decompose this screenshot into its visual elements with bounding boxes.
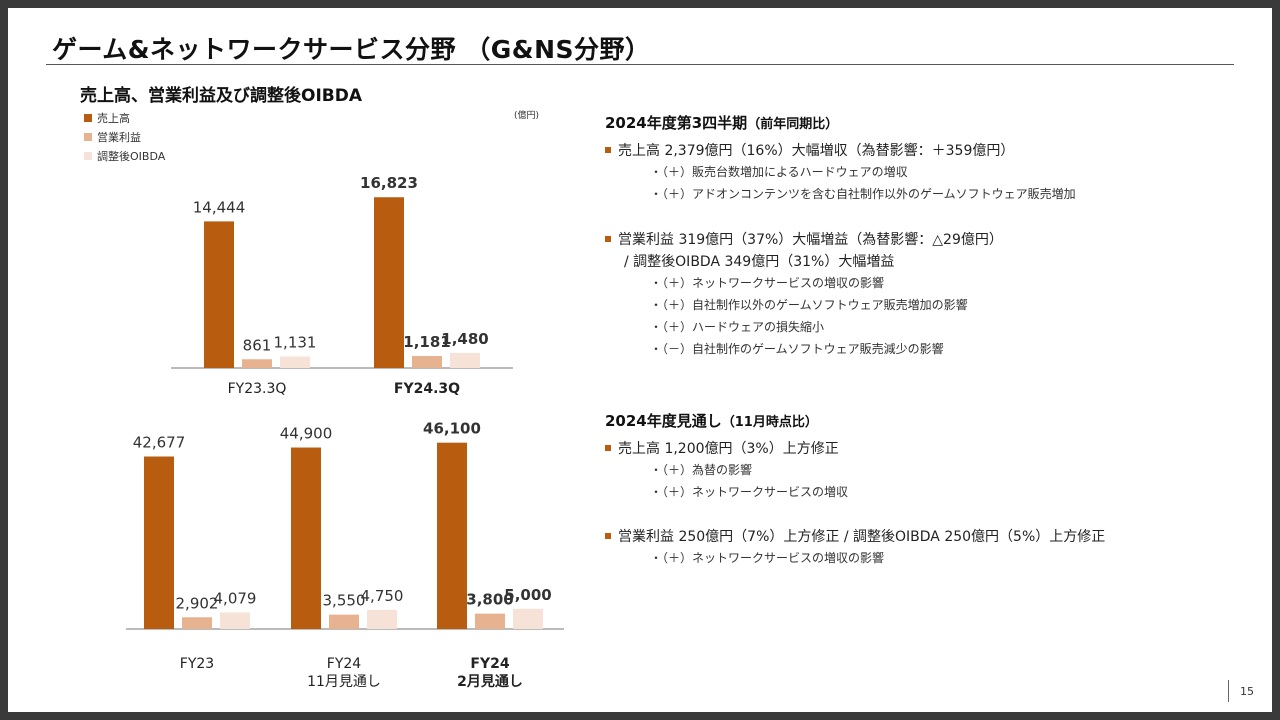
legend-item-oibda: 調整後OIBDA [84, 148, 165, 164]
q3-op-text: 営業利益 319億円（37%）大幅増益（為替影響：△29億円） [618, 232, 1003, 248]
bar-operating-income [329, 614, 359, 629]
q3-op-line: 営業利益 319億円（37%）大幅増益（為替影響：△29億円） [605, 229, 1003, 249]
page-number-divider [1228, 680, 1229, 702]
bar-value-label: 14,444 [193, 198, 246, 216]
bar-oibda [220, 612, 250, 629]
forecast-sales-sub-1: ・（＋）為替の影響 [650, 463, 753, 477]
q3-oibda-line: / 調整後OIBDA 349億円（31%）大幅増益 [624, 254, 895, 270]
category-label: 2月見通し [457, 674, 523, 690]
q3-sales-line: 売上高 2,379億円（16%）大幅増収（為替影響：＋359億円） [605, 140, 1014, 160]
page-title: ゲーム&ネットワークサービス分野 （G&NS分野） [52, 35, 651, 64]
forecast-heading-text: 2024年度見通し [605, 412, 722, 430]
bar-value-label: 1,181 [403, 333, 450, 351]
page-number: 15 [1240, 685, 1254, 698]
slide: ゲーム&ネットワークサービス分野 （G&NS分野） 売上高、営業利益及び調整後O… [8, 8, 1272, 712]
forecast-op-text: 営業利益 250億円（7%）上方修正 / 調整後OIBDA 250億円（5%）上… [618, 529, 1106, 545]
bar-operating-income [242, 359, 272, 368]
forecast-sales-sub-2: ・（＋）ネットワークサービスの増収 [650, 485, 849, 499]
category-label: FY24 [470, 656, 509, 672]
category-label: FY23.3Q [228, 381, 287, 397]
legend-item-operating-income: 営業利益 [84, 129, 141, 145]
q3-heading-text: 2024年度第3四半期 [605, 114, 748, 132]
q3-op-sub-4: ・（－）自社制作のゲームソフトウェア販売減少の影響 [650, 342, 944, 356]
q3-sales-sub-1: ・（＋）販売台数増加によるハードウェアの増収 [650, 165, 908, 179]
bar-operating-income [182, 617, 212, 629]
bar-value-label: 3,550 [323, 592, 366, 610]
bar-value-label: 44,900 [280, 425, 333, 443]
q3-heading: 2024年度第3四半期（前年同期比） [605, 112, 838, 133]
bar-sales [204, 221, 234, 368]
legend-swatch-operating-income [84, 133, 92, 141]
bar-value-label: 16,823 [360, 174, 418, 192]
forecast-op-line: 営業利益 250億円（7%）上方修正 / 調整後OIBDA 250億円（5%）上… [605, 526, 1105, 546]
bar-operating-income [412, 356, 442, 368]
bar-value-label: 3,800 [466, 591, 513, 609]
bar-oibda [513, 608, 543, 629]
forecast-heading-note: （11月時点比） [721, 415, 818, 430]
category-label: FY24 [327, 656, 362, 672]
bar-value-label: 861 [243, 336, 272, 354]
bar-value-label: 2,902 [176, 594, 219, 612]
bullet-square-icon [605, 147, 611, 153]
bar-oibda [450, 352, 480, 368]
q3-sales-sub-2: ・（＋）アドオンコンテンツを含む自社制作以外のゲームソフトウェア販売増加 [650, 187, 1076, 201]
legend-swatch-sales [84, 114, 92, 122]
bar-operating-income [475, 613, 505, 629]
forecast-op-sub-1: ・（＋）ネットワークサービスの増収の影響 [650, 551, 885, 565]
legend-label-sales: 売上高 [97, 112, 130, 125]
bar-value-label: 4,079 [214, 590, 257, 608]
bar-value-label: 4,750 [361, 587, 404, 605]
legend-item-sales: 売上高 [84, 110, 130, 126]
legend-swatch-oibda [84, 152, 92, 160]
bar-value-label: 1,131 [274, 334, 317, 352]
bar-sales [374, 197, 404, 368]
bar-sales [437, 442, 467, 629]
bar-sales [291, 447, 321, 629]
q3-heading-note: （前年同期比） [747, 117, 839, 132]
category-label: FY23 [180, 656, 214, 672]
bar-oibda [367, 609, 397, 629]
q3-op-sub-2: ・（＋）自社制作以外のゲームソフトウェア販売増加の影響 [650, 298, 968, 312]
bar-value-label: 42,677 [133, 434, 186, 452]
category-label: 11月見通し [307, 674, 381, 690]
title-divider [46, 64, 1234, 65]
forecast-sales-text: 売上高 1,200億円（3%）上方修正 [618, 441, 839, 457]
bullet-square-icon [605, 533, 611, 539]
legend-label-oibda: 調整後OIBDA [97, 150, 166, 163]
q3-op-sub-1: ・（＋）ネットワークサービスの増収の影響 [650, 276, 885, 290]
bar-value-label: 5,000 [504, 586, 551, 604]
bar-value-label: 1,480 [441, 330, 488, 348]
bar-value-label: 46,100 [423, 420, 481, 438]
forecast-heading: 2024年度見通し（11月時点比） [605, 410, 818, 431]
bullet-square-icon [605, 236, 611, 242]
unit-label: (億円) [514, 111, 540, 121]
chart-section-title: 売上高、営業利益及び調整後OIBDA [80, 86, 363, 106]
forecast-sales-line: 売上高 1,200億円（3%）上方修正 [605, 438, 839, 458]
bar-oibda [280, 356, 310, 368]
category-label: FY24.3Q [394, 381, 460, 397]
q3-sales-text: 売上高 2,379億円（16%）大幅増収（為替影響：＋359億円） [618, 143, 1015, 159]
q3-op-sub-3: ・（＋）ハードウェアの損失縮小 [650, 320, 825, 334]
bar-sales [144, 456, 174, 629]
bullet-square-icon [605, 445, 611, 451]
legend-label-operating-income: 営業利益 [97, 131, 141, 144]
